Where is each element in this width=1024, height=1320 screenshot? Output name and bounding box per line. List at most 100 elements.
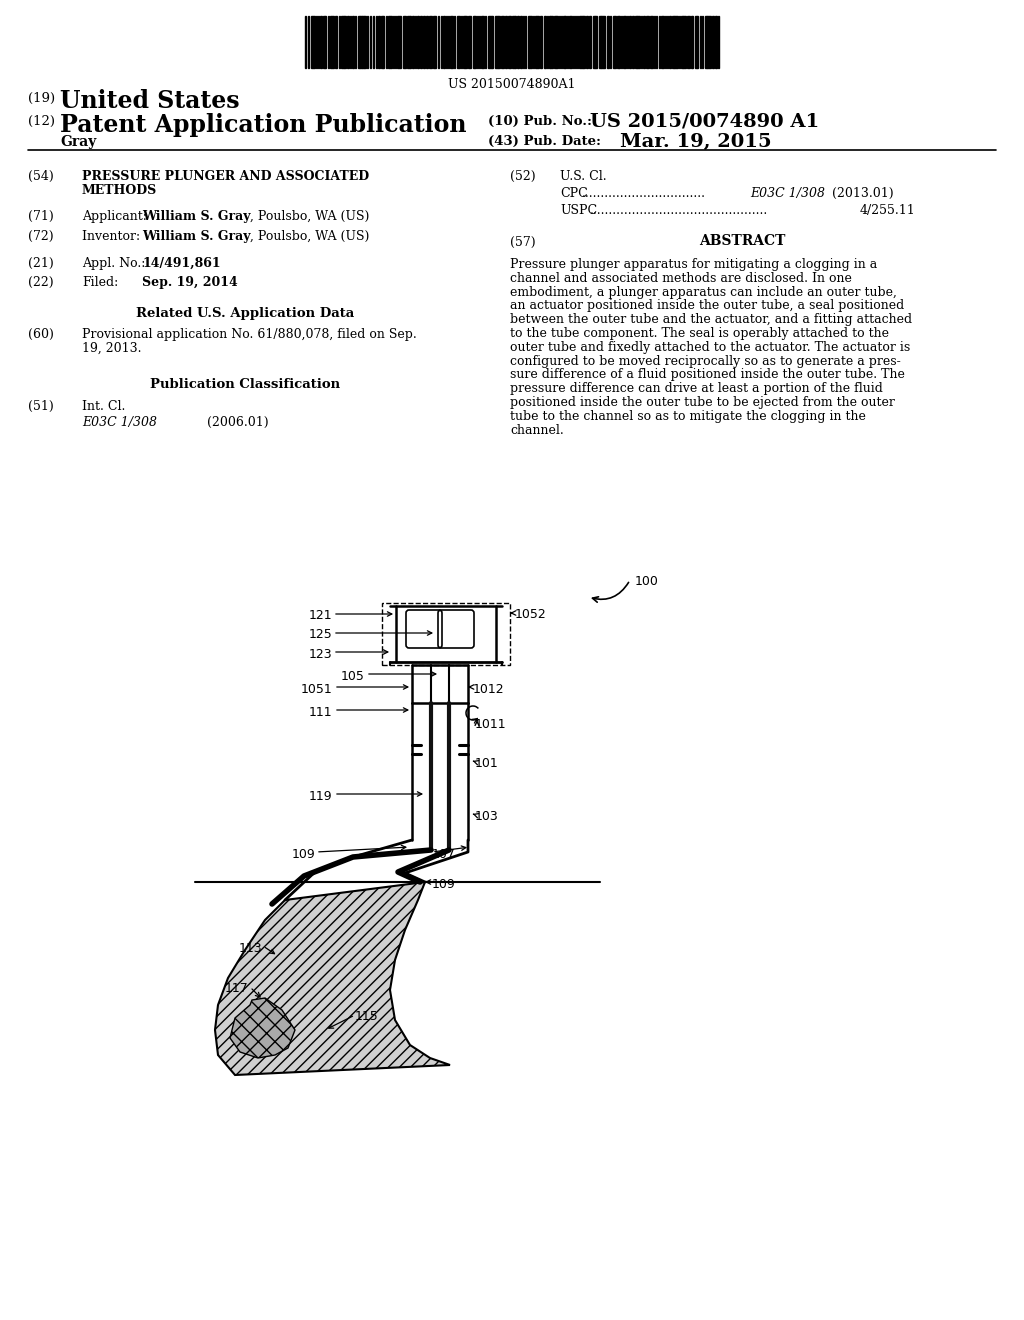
Text: Gray: Gray [60,135,96,149]
Text: between the outer tube and the actuator, and a fitting attached: between the outer tube and the actuator,… [510,313,912,326]
Bar [550,16,553,69]
Bar [402,16,406,69]
Bar [474,16,476,69]
Text: Inventor:: Inventor: [82,230,148,243]
Text: (51): (51) [28,400,53,413]
Text: outer tube and fixedly attached to the actuator. The actuator is: outer tube and fixedly attached to the a… [510,341,910,354]
Text: (71): (71) [28,210,53,223]
Bar [370,16,371,69]
Bar [426,16,427,69]
Bar [420,16,422,69]
Text: 105: 105 [341,671,365,682]
Bar [544,16,546,69]
Text: embodiment, a plunger apparatus can include an outer tube,: embodiment, a plunger apparatus can incl… [510,285,897,298]
Bar [705,16,707,69]
Bar [637,16,640,69]
Text: pressure difference can drive at least a portion of the fluid: pressure difference can drive at least a… [510,383,883,395]
Text: channel and associated methods are disclosed. In one: channel and associated methods are discl… [510,272,852,285]
Text: E03C 1/308: E03C 1/308 [82,416,157,429]
Polygon shape [215,882,450,1074]
Text: 109: 109 [432,878,456,891]
Text: Appl. No.:: Appl. No.: [82,257,145,271]
Bar [454,16,455,69]
Text: (10) Pub. No.:: (10) Pub. No.: [488,115,592,128]
Bar [623,16,626,69]
Bar [382,603,510,665]
Text: 113: 113 [239,942,262,954]
Bar [315,16,317,69]
Text: ..............................................: ........................................… [590,205,768,216]
Text: 123: 123 [308,648,332,661]
Bar [465,16,467,69]
Text: Patent Application Publication: Patent Application Publication [60,114,467,137]
Bar [586,16,588,69]
Bar [607,16,608,69]
Text: U.S. Cl.: U.S. Cl. [560,170,606,183]
Text: (57): (57) [510,236,536,249]
Polygon shape [230,998,295,1059]
Bar [385,16,387,69]
Bar [562,16,564,69]
Bar [487,16,492,69]
Text: 117: 117 [224,982,248,995]
Text: 19, 2013.: 19, 2013. [82,342,141,355]
Text: PRESSURE PLUNGER AND ASSOCIATED: PRESSURE PLUNGER AND ASSOCIATED [82,170,369,183]
Bar [568,16,571,69]
Text: 115: 115 [355,1010,379,1023]
Bar [381,16,383,69]
Text: (2006.01): (2006.01) [187,416,268,429]
Bar [484,16,486,69]
Bar [394,16,396,69]
Text: 4/255.11: 4/255.11 [860,205,915,216]
Text: US 2015/0074890 A1: US 2015/0074890 A1 [590,112,819,129]
Bar [360,16,361,69]
Bar [554,16,555,69]
Bar [707,16,711,69]
Bar [645,16,648,69]
Bar [512,16,514,69]
Bar [481,16,484,69]
Bar [498,16,500,69]
Bar [388,16,392,69]
Bar [658,16,660,69]
Text: (60): (60) [28,327,54,341]
Text: (19): (19) [28,92,55,106]
Bar [376,16,377,69]
Text: 100: 100 [635,576,658,587]
Text: , Poulsbo, WA (US): , Poulsbo, WA (US) [250,210,370,223]
Bar [635,16,637,69]
Bar [319,16,322,69]
Text: 1011: 1011 [475,718,507,731]
Bar [347,16,349,69]
Text: 109: 109 [291,847,315,861]
Text: (12): (12) [28,115,55,128]
Bar [665,16,666,69]
Text: Publication Classification: Publication Classification [150,378,340,391]
Text: 107: 107 [432,847,456,861]
Bar [662,16,664,69]
Bar [468,16,470,69]
Bar [583,16,585,69]
Bar [505,16,507,69]
Text: configured to be moved reciprocally so as to generate a pres-: configured to be moved reciprocally so a… [510,355,901,367]
Bar [669,16,671,69]
Text: Int. Cl.: Int. Cl. [82,400,125,413]
Bar [367,16,368,69]
Bar [556,16,557,69]
Bar [396,16,400,69]
Bar [621,16,622,69]
Bar [540,16,542,69]
Text: 125: 125 [308,628,332,642]
Bar [450,16,453,69]
Bar [579,16,583,69]
Bar [566,16,568,69]
Bar [341,16,343,69]
Bar [616,16,618,69]
Text: (72): (72) [28,230,53,243]
Bar [627,16,628,69]
Text: 103: 103 [475,810,499,822]
Text: (21): (21) [28,257,53,271]
Bar [364,16,366,69]
Bar [357,16,359,69]
Bar [508,16,510,69]
